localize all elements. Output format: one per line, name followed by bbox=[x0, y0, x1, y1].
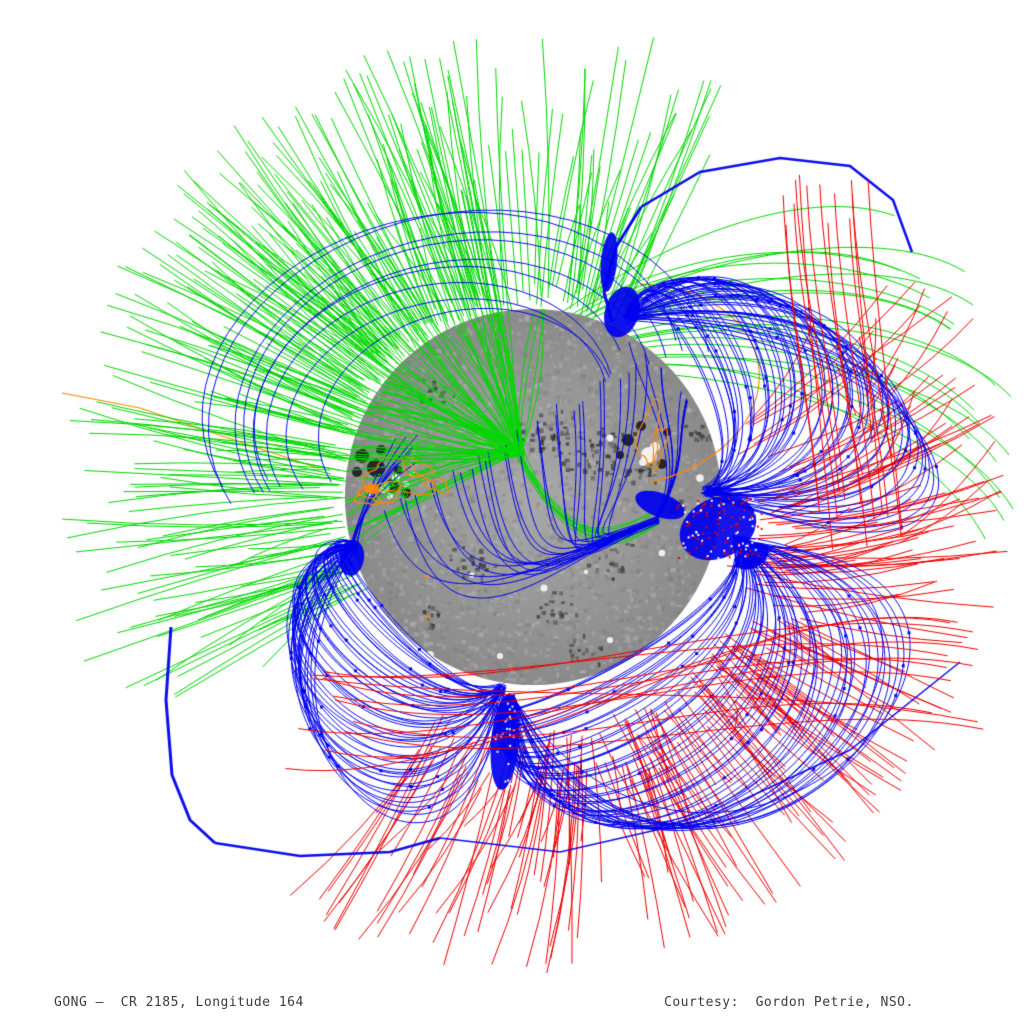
courtesy-label: Courtesy: Gordon Petrie, NSO. bbox=[664, 995, 914, 1010]
gong-model-label: GONG — CR 2185, Longitude 164 bbox=[54, 995, 304, 1010]
